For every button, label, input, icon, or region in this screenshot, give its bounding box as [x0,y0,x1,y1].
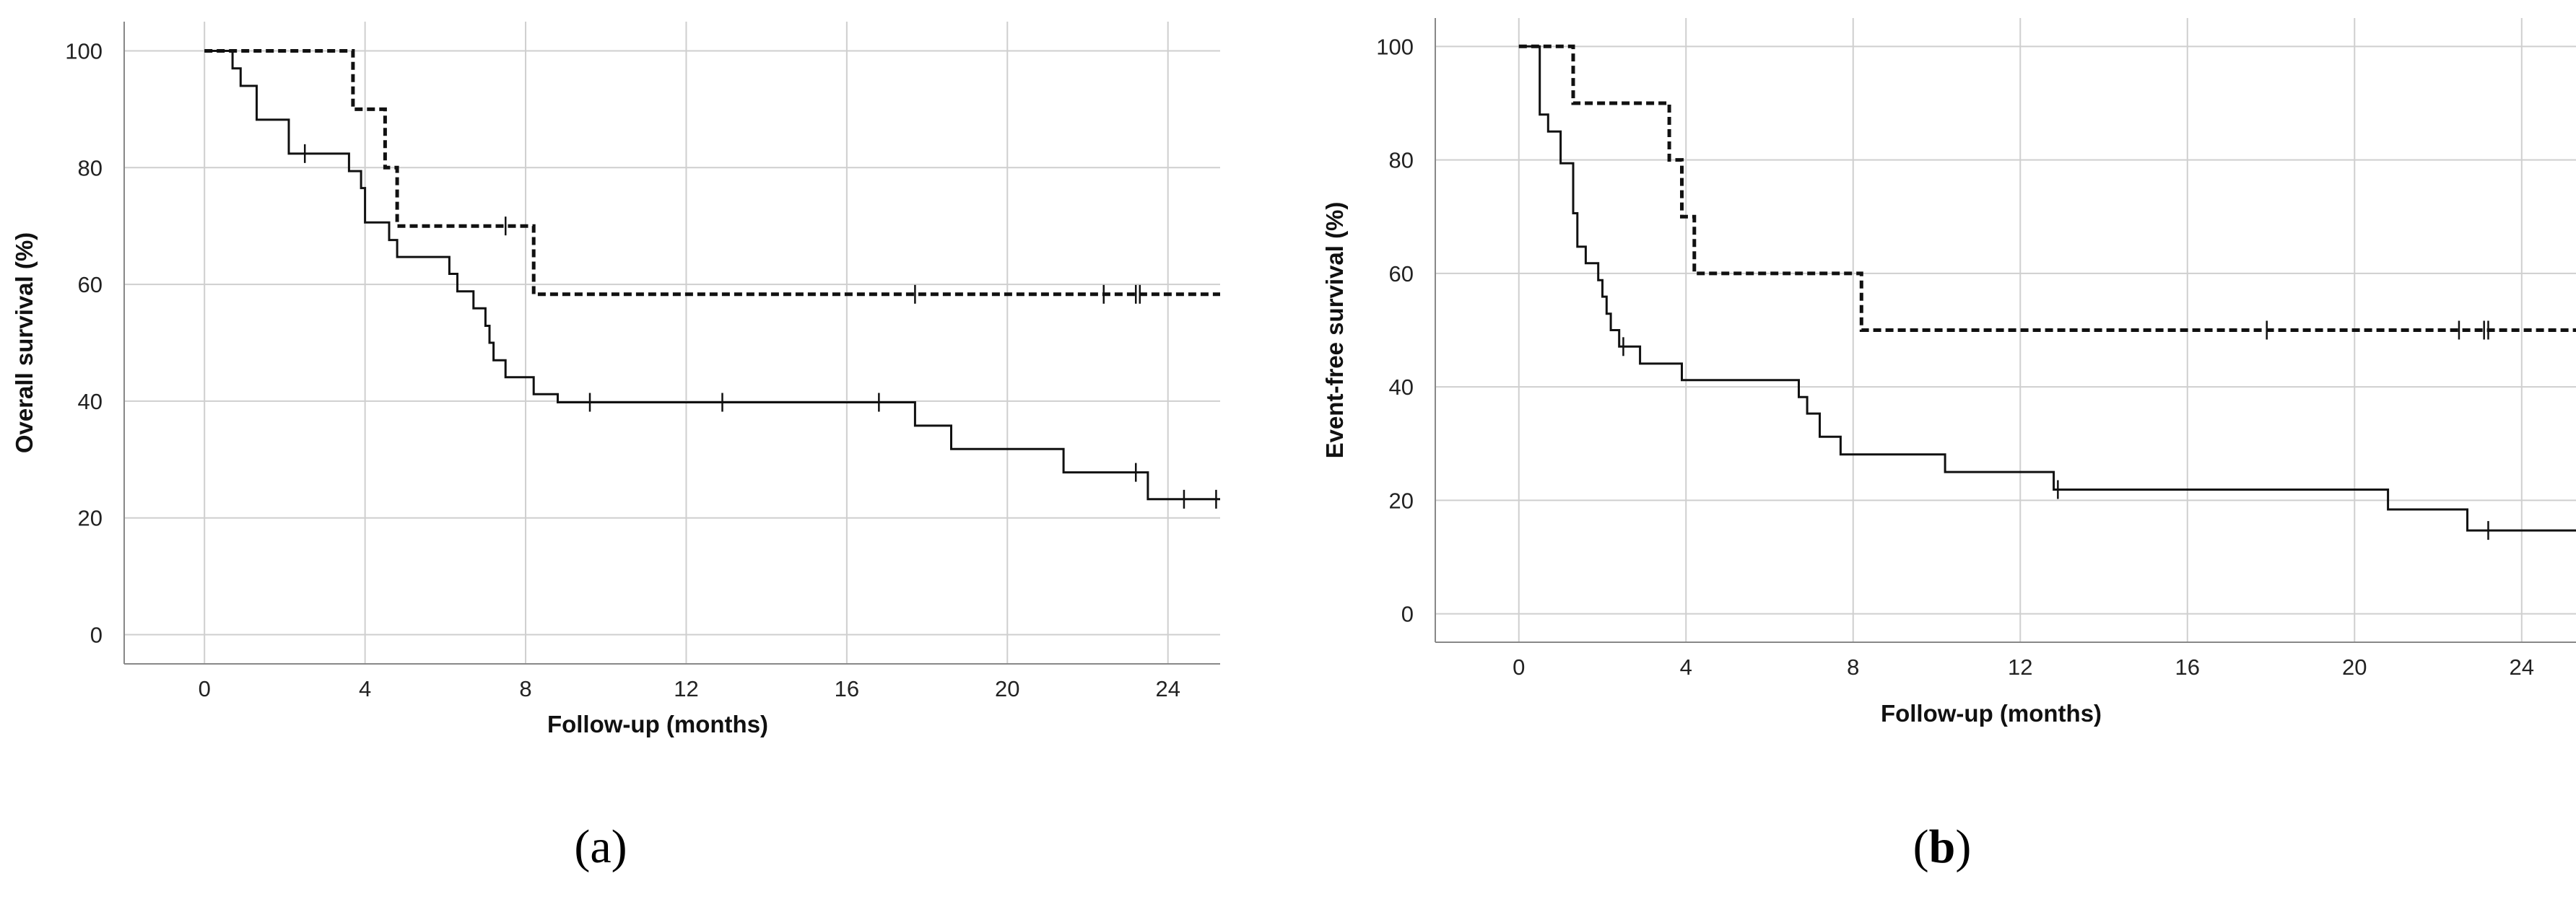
panel-label: (b) [1913,820,1972,873]
y-tick-label: 80 [78,155,103,180]
x-axis-label: Follow-up (months) [547,711,768,737]
x-tick-label: 8 [1847,654,1859,680]
panel-label-part: ) [612,820,627,873]
panel-label-part: a [590,820,611,873]
y-tick-label: 40 [78,389,103,414]
chart-panel-a: 0 4 8 12 16 20 24 0 20 40 60 80 100 Follow-up (months… [11,22,1220,873]
y-axis-label: Overall survival (%) [11,232,38,453]
y-tick-label: 20 [1389,488,1414,513]
panel-label-part: ( [574,820,590,873]
x-tick-label: 24 [2510,654,2534,680]
x-tick-label: 4 [359,676,371,701]
x-tick-label: 4 [1680,654,1692,680]
series-line-solid [1518,45,2576,532]
y-axis-label: Event-free survival (%) [1321,202,1348,459]
x-tick-label: 12 [674,676,698,701]
x-tick-label: 12 [2008,654,2032,680]
x-tick-label: 0 [199,676,211,701]
y-tick-label: 20 [78,506,103,531]
series-line-dashed [1518,44,2576,332]
y-tick-label: 80 [1389,148,1414,173]
y-tick-label: 100 [65,38,103,64]
panel-label-part: ( [1913,820,1929,873]
panel-label: (a) [574,820,627,873]
y-tick-label: 0 [1401,602,1414,627]
series-line-solid [204,50,1220,501]
x-tick-label: 16 [2175,654,2200,680]
chart-panel-b: 0 4 8 12 16 20 24 0 20 40 60 80 100 Follow-up (months… [1321,18,2576,873]
series-line-dashed [204,49,1220,297]
x-tick-label: 8 [519,676,531,701]
x-axis-label: Follow-up (months) [1881,700,2102,727]
x-tick-label: 0 [1513,654,1525,680]
x-tick-label: 20 [2342,654,2367,680]
y-tick-label: 40 [1389,375,1414,400]
y-tick-label: 100 [1376,34,1414,59]
x-tick-label: 16 [835,676,859,701]
y-tick-label: 60 [78,272,103,297]
y-tick-label: 60 [1389,261,1414,286]
x-tick-label: 20 [995,676,1019,701]
x-tick-label: 24 [1155,676,1180,701]
y-tick-label: 0 [90,623,103,648]
panel-label-part: b [1929,820,1956,873]
panel-label-part: ) [1955,820,1971,873]
